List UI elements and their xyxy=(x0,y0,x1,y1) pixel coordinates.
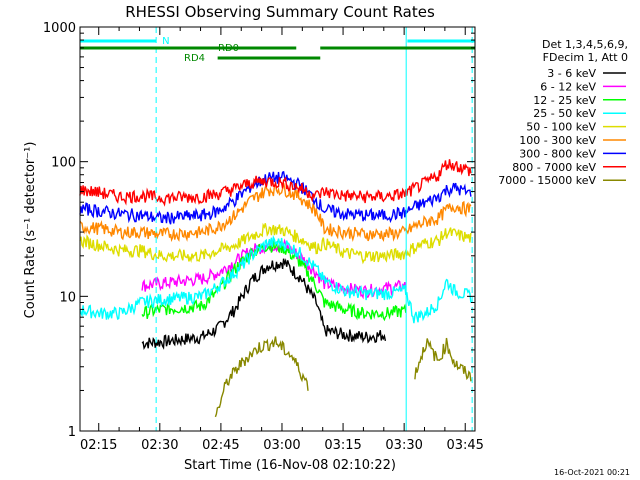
y-axis-label: Count Rate (s⁻¹ detector⁻¹) xyxy=(23,142,38,319)
x-tick-label: 03:30 xyxy=(385,438,422,453)
legend-entry: 6 - 12 keV xyxy=(540,80,626,93)
x-tick-label: 02:45 xyxy=(202,438,239,453)
legend-entry: 7000 - 15000 keV xyxy=(498,174,626,187)
timestamp: 16-Oct-2021 00:21 xyxy=(554,468,630,477)
legend-header-line2: FDecim 1, Att 0 xyxy=(543,51,628,64)
y-tick-label: 100 xyxy=(51,156,76,171)
legend-label: 800 - 7000 keV xyxy=(512,161,596,174)
series-line-3-seg-1 xyxy=(141,239,407,322)
legend-entry: 100 - 300 keV xyxy=(519,134,626,147)
plot-frame xyxy=(79,26,476,432)
legend-label: 100 - 300 keV xyxy=(519,134,596,147)
series-line-9-seg-1 xyxy=(214,336,309,418)
rd0-label: RD0 xyxy=(218,43,239,54)
legend-entry: 50 - 100 keV xyxy=(526,121,626,134)
y-tick-label: 10 xyxy=(59,290,76,305)
legend-label: 6 - 12 keV xyxy=(540,80,596,93)
legend-entry: 12 - 25 keV xyxy=(533,94,626,107)
legend-label: 300 - 800 keV xyxy=(519,147,596,160)
legend-header-line1: Det 1,3,4,5,6,9, xyxy=(542,38,628,51)
legend-label: 3 - 6 keV xyxy=(547,67,596,80)
legend-label: 50 - 100 keV xyxy=(526,121,596,134)
series-line-9-seg-2 xyxy=(414,337,472,382)
chart-title: RHESSI Observing Summary Count Rates xyxy=(125,3,435,21)
x-tick-label: 02:30 xyxy=(141,438,178,453)
legend-label: 12 - 25 keV xyxy=(533,94,596,107)
x-tick-label: 03:45 xyxy=(446,438,483,453)
plot-area: N RD0 RD4 1 10 100 1000 02:15 02:30 02:45 03:00 03:… xyxy=(43,21,484,453)
legend-entry: 800 - 7000 keV xyxy=(512,161,626,174)
legend-label: 25 - 50 keV xyxy=(533,107,596,120)
x-tick-label: 03:00 xyxy=(263,438,300,453)
y-tick-label: 1 xyxy=(68,425,76,440)
x-tick-label: 02:15 xyxy=(80,438,117,453)
night-label: N xyxy=(162,36,169,47)
rd4-label: RD4 xyxy=(184,53,205,64)
legend-label: 7000 - 15000 keV xyxy=(498,174,596,187)
legend-entry: 25 - 50 keV xyxy=(533,107,626,120)
series-line-2-seg-1 xyxy=(141,238,407,300)
legend-entry: 3 - 6 keV xyxy=(547,67,626,80)
y-tick-label: 1000 xyxy=(43,21,76,36)
legend-entry: 300 - 800 keV xyxy=(519,147,626,160)
series-line-1-seg-1 xyxy=(141,258,387,350)
x-axis-label: Start Time (16-Nov-08 02:10:22) xyxy=(184,458,396,473)
x-tick-label: 03:15 xyxy=(324,438,361,453)
